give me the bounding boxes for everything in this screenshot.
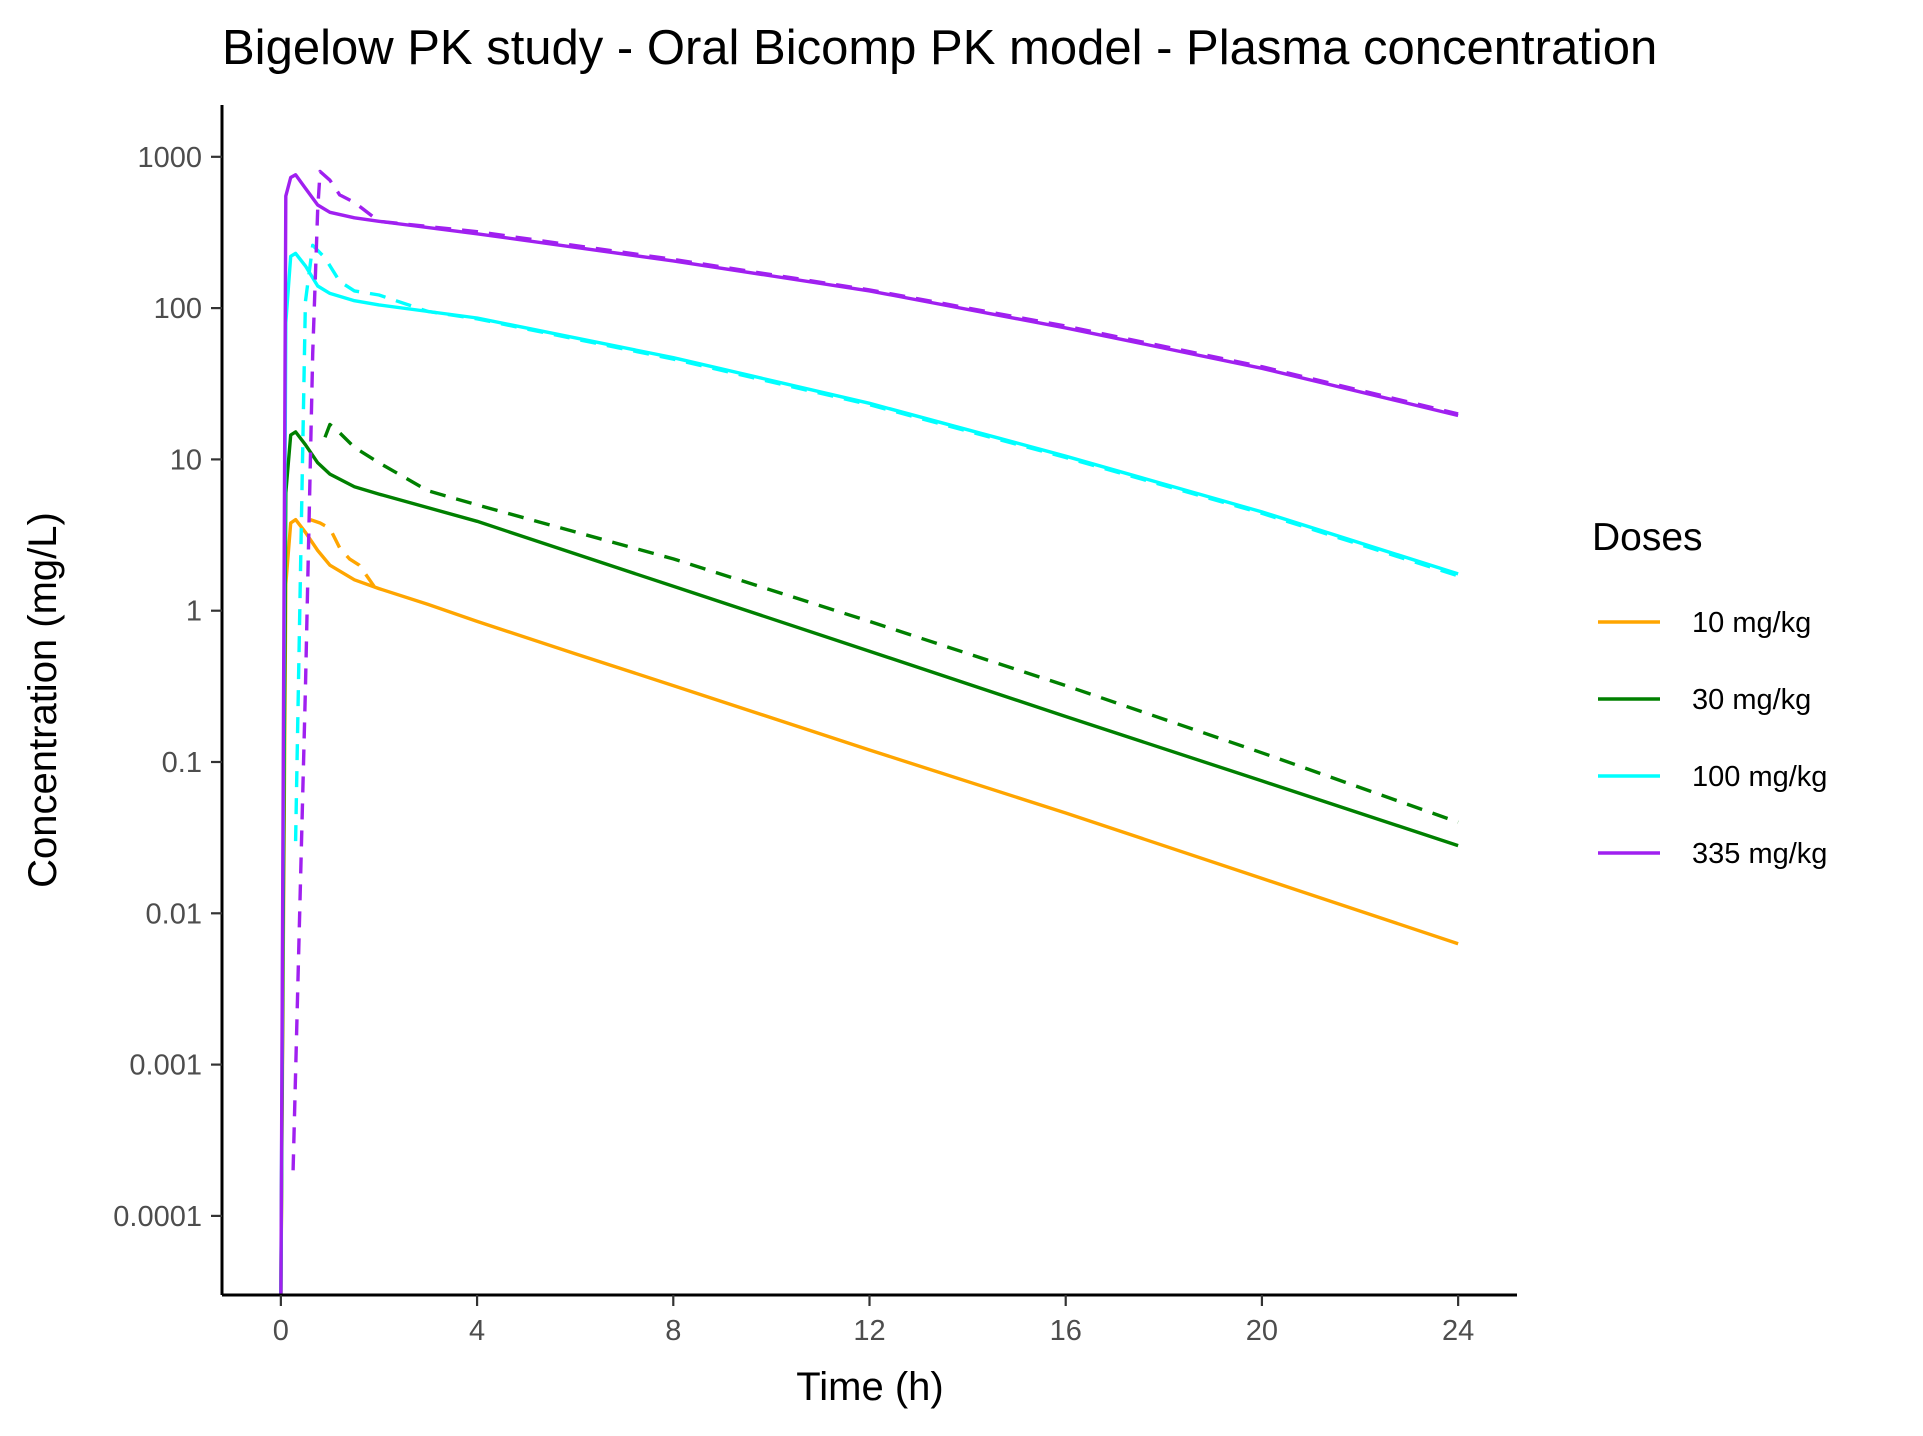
chart-title: Bigelow PK study - Oral Bicomp PK model … (222, 21, 1657, 75)
series-line-solid-30-mg-kg (279, 430, 1459, 1296)
legend-items: 10 mg/kg 30 mg/kg 100 mg/kg 335 mg/kg (1598, 607, 1827, 870)
y-axis-title: Concentration (mg/L) (21, 512, 65, 888)
y-tick-label: 0.001 (129, 1050, 202, 1082)
y-tick-label: 0.0001 (113, 1201, 202, 1233)
x-tick-label: 20 (1246, 1315, 1278, 1347)
y-tick-label: 100 (154, 293, 202, 325)
legend-label-30-mg-kg: 30 mg/kg (1692, 684, 1811, 716)
series-line-solid-100-mg-kg (279, 251, 1459, 1296)
series-line-solid-10-mg-kg (279, 517, 1459, 1296)
legend-label-100-mg-kg: 100 mg/kg (1692, 761, 1827, 793)
x-tick-label: 0 (273, 1315, 289, 1347)
y-tick-label: 1000 (137, 142, 202, 174)
x-tick-label: 4 (469, 1315, 485, 1347)
series-line-dashed-30-mg-kg (323, 422, 1459, 824)
legend: Doses 10 mg/kg 30 mg/kg 100 mg/kg 335 mg/kg (1592, 516, 1827, 870)
x-tick-label: 12 (853, 1315, 885, 1347)
plot-area: 0 4 8 12 16 20 24 0.0001 0.001 0.01 0.1 1 10 100 1000 (113, 105, 1517, 1347)
legend-label-335-mg-kg: 335 mg/kg (1692, 838, 1827, 870)
legend-title: Doses (1592, 516, 1703, 559)
y-tick-label: 10 (170, 444, 202, 476)
x-tick-label: 8 (665, 1315, 681, 1347)
x-tick-label: 16 (1050, 1315, 1082, 1347)
x-axis-ticks: 0 4 8 12 16 20 24 (273, 1295, 1474, 1347)
y-axis-ticks: 0.0001 0.001 0.01 0.1 1 10 100 1000 (113, 142, 222, 1233)
y-tick-label: 0.1 (162, 747, 202, 779)
legend-label-10-mg-kg: 10 mg/kg (1692, 607, 1811, 639)
y-tick-label: 1 (186, 596, 202, 628)
series-line-solid-335-mg-kg (279, 173, 1459, 1296)
series-layer (279, 169, 1459, 1296)
y-tick-label: 0.01 (146, 898, 202, 930)
x-axis-title: Time (h) (796, 1365, 943, 1409)
series-line-dashed-10-mg-kg (309, 517, 376, 588)
x-tick-label: 24 (1442, 1315, 1474, 1347)
series-line-dashed-335-mg-kg (291, 169, 1459, 1171)
